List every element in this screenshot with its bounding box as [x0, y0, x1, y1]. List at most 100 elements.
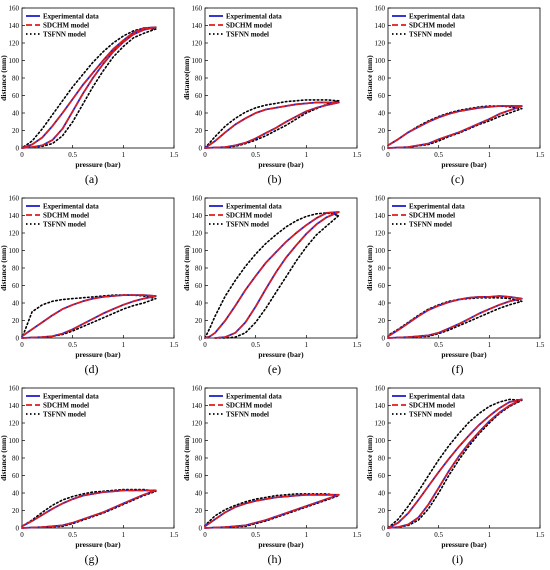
legend-label: SDCHM model — [43, 212, 89, 220]
y-tick-label: 160 — [9, 5, 20, 13]
x-tick-label: 1 — [488, 341, 492, 349]
series-line-sdchm-model — [204, 494, 340, 529]
y-tick-label: 60 — [378, 282, 386, 290]
panel-label: (g) — [84, 552, 99, 566]
x-tick-label: 0.5 — [251, 341, 260, 349]
x-tick-label: 1 — [122, 531, 126, 539]
y-tick-label: 40 — [195, 110, 203, 118]
y-tick-label: 140 — [9, 212, 20, 220]
y-tick-label: 140 — [375, 402, 386, 410]
y-tick-label: 60 — [378, 472, 386, 480]
x-tick-label: 0.5 — [251, 531, 260, 539]
y-tick-label: 20 — [12, 127, 20, 135]
y-tick-label: 140 — [192, 212, 203, 220]
y-tick-label: 80 — [195, 265, 203, 273]
legend-label: Experimental data — [409, 203, 465, 211]
chart-panel: 0 20 40 60 80 100 120 140 160 0 0.5 1 1.5 pressure (b… — [0, 190, 183, 380]
y-tick-label: 160 — [192, 195, 203, 203]
y-tick-label: 60 — [378, 92, 386, 100]
legend-label: Experimental data — [409, 13, 465, 21]
y-tick-label: 40 — [378, 300, 386, 308]
y-tick-label: 40 — [378, 110, 386, 118]
y-tick-label: 80 — [12, 75, 20, 83]
series-line-experimental-data — [21, 294, 157, 339]
y-tick-label: 120 — [375, 230, 386, 238]
x-tick-label: 1 — [488, 151, 492, 159]
y-tick-label: 60 — [12, 92, 20, 100]
y-tick-label: 100 — [192, 247, 203, 255]
y-axis-label: distance (mm) — [0, 435, 8, 481]
chart-svg: 0 20 40 60 80 100 120 140 160 0 0.5 1 1.5 pressure (b… — [182, 5, 362, 170]
legend-label: SDCHM model — [226, 212, 272, 220]
y-tick-label: 20 — [378, 507, 386, 515]
legend-label: TSFNN model — [43, 221, 86, 229]
y-tick-label: 0 — [199, 145, 203, 153]
y-tick-label: 100 — [375, 247, 386, 255]
x-tick-label: 0.5 — [251, 151, 260, 159]
y-tick-label: 120 — [9, 420, 20, 428]
y-tick-label: 80 — [12, 455, 20, 463]
series-line-tsfnn-model — [204, 99, 340, 149]
x-tick-label: 1.5 — [536, 151, 545, 159]
y-tick-label: 160 — [192, 5, 203, 13]
y-tick-label: 20 — [378, 317, 386, 325]
y-tick-label: 20 — [12, 507, 20, 515]
chart-svg: 0 20 40 60 80 100 120 140 160 0 0.5 1 1.5 pressure (b… — [365, 5, 545, 170]
y-tick-label: 120 — [9, 40, 20, 48]
legend-label: Experimental data — [409, 393, 465, 401]
chart-svg: 0 20 40 60 80 100 120 140 160 0 0.5 1 1.5 pressure (b… — [365, 195, 545, 360]
y-axis-label: distance (mm) — [0, 55, 8, 101]
legend-label: TSFNN model — [43, 411, 86, 419]
x-tick-label: 0 — [386, 531, 390, 539]
x-tick-label: 1.5 — [170, 341, 179, 349]
series-line-sdchm-model — [204, 101, 340, 149]
y-tick-label: 160 — [192, 385, 203, 393]
y-tick-label: 40 — [195, 300, 203, 308]
x-tick-label: 0.5 — [434, 151, 443, 159]
series-line-sdchm-model — [387, 295, 523, 339]
series-line-experimental-data — [204, 493, 340, 529]
y-tick-label: 120 — [192, 40, 203, 48]
legend-label: TSFNN model — [409, 411, 452, 419]
panel-label: (e) — [267, 362, 282, 376]
legend-label: Experimental data — [43, 13, 99, 21]
y-tick-label: 80 — [195, 75, 203, 83]
y-tick-label: 0 — [382, 525, 386, 533]
x-axis-label: pressure (bar) — [441, 160, 487, 169]
chart-panel: 0 20 40 60 80 100 120 140 160 0 0.5 1 1.5 pressure (b… — [365, 190, 549, 380]
y-tick-label: 140 — [375, 22, 386, 30]
y-tick-label: 0 — [199, 335, 203, 343]
y-axis-label: distance (mm) — [365, 245, 374, 291]
y-tick-label: 80 — [378, 455, 386, 463]
y-tick-label: 160 — [375, 195, 386, 203]
chart-svg: 0 20 40 60 80 100 120 140 160 0 0.5 1 1.5 pressure (b… — [182, 385, 362, 550]
x-tick-label: 1 — [122, 341, 126, 349]
x-tick-label: 0.5 — [68, 341, 77, 349]
legend-label: Experimental data — [226, 203, 282, 211]
y-tick-label: 60 — [195, 472, 203, 480]
x-tick-label: 0.5 — [434, 341, 443, 349]
y-tick-label: 0 — [382, 335, 386, 343]
y-tick-label: 120 — [375, 40, 386, 48]
y-tick-label: 20 — [195, 507, 203, 515]
series-line-tsfnn-model — [21, 27, 157, 149]
y-tick-label: 40 — [195, 490, 203, 498]
x-tick-label: 1.5 — [536, 531, 545, 539]
legend-label: Experimental data — [43, 203, 99, 211]
legend-label: TSFNN model — [226, 31, 269, 39]
chart-panel: 0 20 40 60 80 100 120 140 160 0 0.5 1 1.5 pressure (b… — [182, 190, 366, 380]
chart-svg: 0 20 40 60 80 100 120 140 160 0 0.5 1 1.5 pressure (b… — [0, 385, 179, 550]
series-line-experimental-data — [204, 101, 340, 149]
panel-label: (h) — [267, 552, 282, 566]
y-axis-label: distance (mm) — [365, 435, 374, 481]
y-tick-label: 120 — [192, 420, 203, 428]
x-axis-label: pressure (bar) — [75, 540, 121, 549]
series-line-experimental-data — [204, 211, 340, 339]
legend-label: SDCHM model — [409, 22, 455, 30]
y-tick-label: 80 — [378, 75, 386, 83]
y-tick-label: 0 — [199, 525, 203, 533]
x-tick-label: 1.5 — [536, 341, 545, 349]
legend-label: SDCHM model — [43, 22, 89, 30]
legend-label: SDCHM model — [226, 402, 272, 410]
x-tick-label: 1 — [122, 151, 126, 159]
